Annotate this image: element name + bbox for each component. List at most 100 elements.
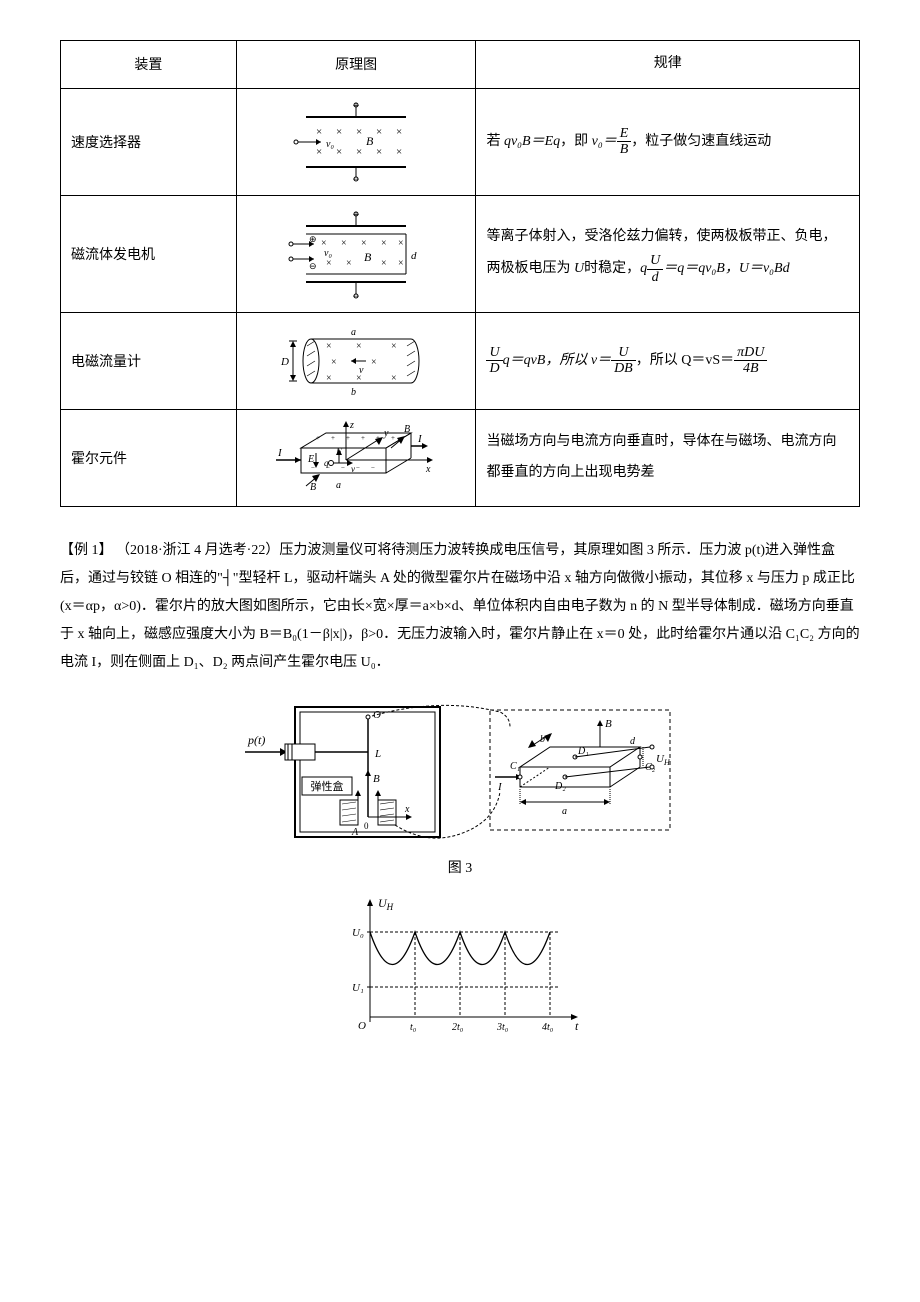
svg-text:×: × xyxy=(336,146,342,158)
svg-text:+: + xyxy=(316,434,320,442)
text: 若 xyxy=(486,134,504,149)
svg-text:×: × xyxy=(326,258,332,269)
device-name: 磁流体发电机 xyxy=(61,195,237,312)
svg-text:a: a xyxy=(336,480,341,491)
svg-text:4t₀: 4t₀ xyxy=(542,1022,554,1033)
fraction: UDB xyxy=(611,345,636,377)
svg-text:⊖: ⊖ xyxy=(309,261,317,271)
fraction: EB xyxy=(617,126,632,158)
svg-text:×: × xyxy=(356,341,362,352)
svg-text:⊕: ⊕ xyxy=(309,234,317,244)
svg-text:−: − xyxy=(356,464,360,472)
equation: qv₀B＝Eq xyxy=(504,134,560,149)
svg-text:D₂: D₂ xyxy=(554,781,566,792)
header-rule: 规律 xyxy=(476,41,860,89)
svg-text:2t₀: 2t₀ xyxy=(452,1022,464,1033)
svg-text:3t₀: 3t₀ xyxy=(496,1022,509,1033)
text: U xyxy=(574,261,584,276)
svg-text:v₀: v₀ xyxy=(324,248,332,259)
svg-text:a: a xyxy=(562,806,567,817)
svg-text:b: b xyxy=(351,387,356,398)
svg-text:D: D xyxy=(280,356,289,368)
example-body: 压力波测量仪可将待测压力波转换成电压信号，其原理如图 3 所示．压力波 p(t)… xyxy=(60,543,860,670)
table-row: 速度选择器 + − ××××× ××××× v₀ B xyxy=(61,88,860,195)
svg-text:−: − xyxy=(371,464,375,472)
graph-uh-t: UH t O U₀ U₁ t₀ 2t₀ 3t₀ 4t₀ xyxy=(330,892,590,1042)
header-diagram: 原理图 xyxy=(236,41,476,89)
svg-text:I: I xyxy=(277,447,283,459)
svg-text:B: B xyxy=(310,482,316,493)
svg-text:B: B xyxy=(364,250,372,264)
svg-text:d: d xyxy=(630,736,636,747)
device-name: 电磁流量计 xyxy=(61,312,237,409)
svg-text:×: × xyxy=(381,258,387,269)
svg-text:t₀: t₀ xyxy=(410,1022,417,1033)
svg-text:v: v xyxy=(359,365,364,376)
svg-text:×: × xyxy=(391,373,397,384)
svg-text:B: B xyxy=(605,718,612,730)
svg-text:B: B xyxy=(404,424,410,435)
rule-hall: 当磁场方向与电流方向垂直时，导体在与磁场、电流方向都垂直的方向上出现电势差 xyxy=(476,409,860,506)
svg-text:×: × xyxy=(371,357,377,368)
svg-text:×: × xyxy=(376,126,382,138)
svg-text:a: a xyxy=(351,327,356,338)
table-row: 磁流体发电机 + − ××××× ×××× xyxy=(61,195,860,312)
svg-text:+: + xyxy=(391,434,395,442)
svg-text:p(t): p(t) xyxy=(247,733,265,747)
svg-text:I: I xyxy=(497,781,503,793)
svg-text:×: × xyxy=(336,126,342,138)
svg-text:+: + xyxy=(361,434,365,442)
table-row: 电磁流量计 ××× ×× ××× v a b xyxy=(61,312,860,409)
svg-text:×: × xyxy=(376,146,382,158)
svg-text:×: × xyxy=(326,373,332,384)
diagram-velocity-selector: + − ××××× ××××× v₀ B xyxy=(236,88,476,195)
svg-text:v₀: v₀ xyxy=(326,139,334,150)
svg-text:UH: UH xyxy=(656,753,671,767)
svg-text:×: × xyxy=(398,238,404,249)
svg-text:d: d xyxy=(411,250,417,262)
rule-flowmeter: UDq＝qvB，所以 v＝UDB，所以 Q＝vS＝πDU4B xyxy=(476,312,860,409)
diagram-flowmeter: ××× ×× ××× v a b D xyxy=(236,312,476,409)
equation: U＝v₀Bd xyxy=(739,261,790,276)
svg-text:×: × xyxy=(326,341,332,352)
svg-text:B: B xyxy=(373,773,380,785)
example-label: 【例 1】 xyxy=(60,543,113,558)
equation: q＝qvB，所以 xyxy=(503,353,591,368)
svg-text:×: × xyxy=(361,238,367,249)
svg-text:t: t xyxy=(575,1019,579,1033)
fraction: πDU4B xyxy=(734,345,767,377)
svg-text:×: × xyxy=(341,238,347,249)
svg-text:U₀: U₀ xyxy=(352,927,364,939)
example-source: （2018·浙江 4 月选考·22） xyxy=(116,543,279,558)
fraction: Ud xyxy=(647,253,663,285)
example-1: 【例 1】 （2018·浙江 4 月选考·22）压力波测量仪可将待测压力波转换成… xyxy=(60,537,860,677)
svg-text:0: 0 xyxy=(364,821,369,831)
svg-text:+: + xyxy=(331,434,335,442)
svg-text:U₁: U₁ xyxy=(352,982,364,994)
svg-text:×: × xyxy=(396,146,402,158)
device-name: 霍尔元件 xyxy=(61,409,237,506)
svg-text:+: + xyxy=(346,434,350,442)
svg-text:×: × xyxy=(398,258,404,269)
svg-text:×: × xyxy=(346,258,352,269)
svg-text:UH: UH xyxy=(378,896,394,912)
svg-text:−: − xyxy=(341,464,345,472)
svg-text:y: y xyxy=(383,428,389,439)
fraction: UD xyxy=(486,345,502,377)
svg-text:C₁: C₁ xyxy=(510,761,520,772)
svg-text:x: x xyxy=(404,804,410,815)
svg-text:L: L xyxy=(374,748,381,760)
text: ，所以 Q＝vS＝ xyxy=(636,353,734,368)
text: 时稳定， xyxy=(584,261,640,276)
svg-text:×: × xyxy=(316,146,322,158)
svg-text:弹性盒: 弹性盒 xyxy=(311,779,344,793)
equation: v₀＝ xyxy=(592,134,617,149)
svg-text:×: × xyxy=(316,126,322,138)
equation: q＝qv₀B， xyxy=(677,261,739,276)
svg-text:×: × xyxy=(396,126,402,138)
svg-text:×: × xyxy=(356,146,362,158)
text: ，即 xyxy=(560,134,592,149)
svg-text:×: × xyxy=(356,126,362,138)
svg-text:q: q xyxy=(324,458,329,468)
text: ，粒子做匀速直线运动 xyxy=(631,134,771,149)
